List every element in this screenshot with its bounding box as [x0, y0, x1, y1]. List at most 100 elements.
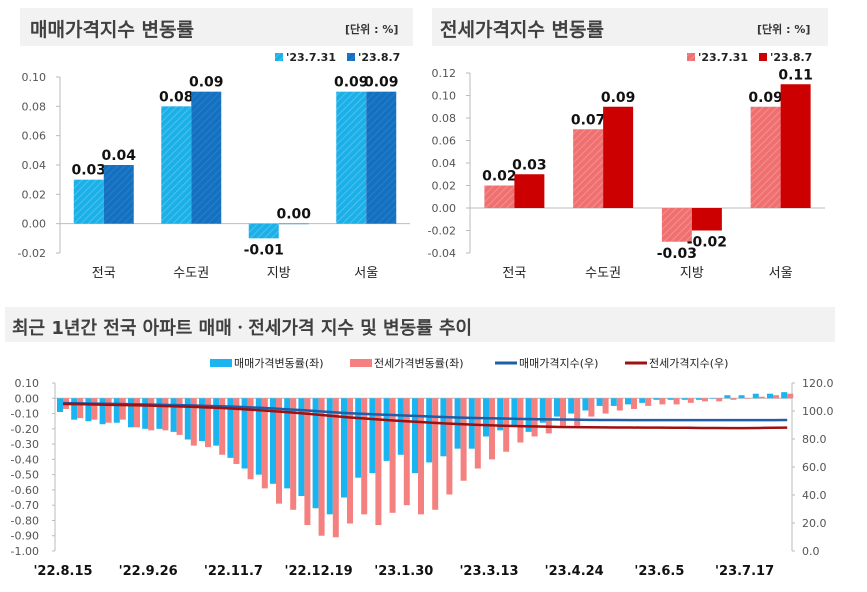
left-tick-label: 0.10 — [15, 377, 40, 390]
jeonse-y-tick-label: 0.06 — [432, 135, 457, 148]
right-tick-label: 80.0 — [802, 433, 827, 446]
jeonse-data-label: 0.11 — [778, 67, 813, 83]
sale-change-bar — [781, 392, 788, 399]
right-tick-label: 40.0 — [802, 489, 827, 502]
sale-change-bar — [596, 398, 603, 406]
sale-change-bar — [653, 398, 660, 400]
sale-change-bar — [610, 398, 617, 406]
jeonse-change-bar — [673, 398, 680, 405]
x-tick-label: '23.3.13 — [459, 564, 518, 579]
x-tick-label: '22.9.26 — [119, 564, 178, 579]
sale-y-tick-label: 0.06 — [22, 130, 47, 143]
jeonse-bar-0731 — [661, 208, 692, 242]
left-tick-label: -0.20 — [11, 423, 39, 436]
jeonse-change-bar — [247, 398, 254, 480]
jeonse-data-label: 0.09 — [748, 90, 783, 106]
sale-change-bar — [767, 393, 773, 399]
jeonse-change-bar — [233, 398, 240, 464]
sale-change-bar — [156, 398, 163, 429]
jeonse-bar-0731 — [750, 106, 781, 208]
left-tick-label: -0.30 — [11, 438, 39, 451]
sale-change-bar — [752, 393, 759, 399]
sale-data-label: 0.08 — [159, 89, 194, 105]
jeonse-data-label: -0.02 — [687, 235, 727, 251]
jeonse-chart-title: 전세가격지수 변동률 — [440, 19, 604, 41]
left-tick-label: -0.80 — [11, 514, 39, 527]
sale-change-bar — [554, 398, 560, 417]
jeonse-change-bar — [105, 398, 112, 423]
sale-category-label: 지방 — [267, 266, 291, 281]
jeonse-y-tick-label: 0.04 — [432, 157, 457, 170]
sale-change-bar — [383, 398, 390, 461]
jeonse-y-tick-label: 0.08 — [432, 112, 457, 125]
right-tick-label: 100.0 — [802, 405, 834, 418]
sale-change-bar — [213, 398, 220, 446]
sale-title-bar — [20, 8, 413, 46]
jeonse-change-bar — [631, 398, 637, 409]
sale-change-bar — [525, 398, 532, 432]
sale-legend-label: '23.8.7 — [358, 51, 400, 64]
jeonse-change-bar — [602, 398, 609, 414]
sale-change-bar — [85, 398, 92, 422]
sale-data-label: -0.01 — [244, 242, 284, 258]
sale-bar-0807 — [103, 165, 134, 224]
jeonse-change-bar — [261, 398, 268, 489]
sale-change-bar — [582, 398, 589, 411]
jeonse-title-bar — [432, 8, 828, 46]
jeonse-change-bar — [304, 398, 311, 526]
right-tick-label: 60.0 — [802, 461, 827, 474]
sale-change-bar — [696, 398, 702, 400]
jeonse-change-bar — [474, 398, 481, 469]
right-tick-label: 120.0 — [802, 377, 834, 390]
left-tick-label: 0.00 — [15, 392, 40, 405]
jeonse-data-label: -0.03 — [657, 246, 697, 262]
jeonse-change-bar — [361, 398, 368, 515]
jeonse-change-bar — [318, 398, 325, 536]
sale-change-bar — [412, 398, 418, 474]
sale-change-bar — [341, 398, 347, 498]
x-tick-label: '23.7.17 — [715, 564, 774, 579]
sale-change-bar — [199, 398, 205, 442]
sale-unit-label: [단위 : %] — [345, 23, 399, 36]
sale-bar-0731 — [336, 91, 367, 224]
legend-swatch — [210, 359, 232, 367]
jeonse-change-bar — [290, 398, 297, 510]
jeonse-change-bar — [545, 398, 552, 434]
sale-change-bar — [113, 398, 120, 423]
sale-change-bar — [710, 398, 717, 399]
sale-change-bar — [255, 398, 262, 475]
jeonse-legend-label: '23.8.7 — [770, 51, 812, 64]
sale-change-bar — [369, 398, 376, 474]
jeonse-bar-0731 — [484, 185, 515, 208]
sale-data-label: 0.09 — [364, 75, 399, 91]
sale-category-label: 서울 — [354, 266, 378, 281]
sale-data-label: 0.09 — [189, 75, 224, 91]
left-tick-label: -0.50 — [11, 469, 39, 482]
sale-change-bar — [142, 398, 149, 429]
sale-bar-0807 — [366, 91, 397, 224]
sale-change-bar — [539, 398, 546, 423]
jeonse-data-label: 0.09 — [601, 90, 636, 106]
legend-label: 매매가격변동률(좌) — [234, 357, 324, 370]
jeonse-change-bar — [375, 398, 382, 526]
jeonse-change-bar — [730, 398, 737, 400]
sale-change-bar — [184, 398, 191, 440]
sale-change-bar — [497, 398, 504, 431]
jeonse-change-bar — [418, 398, 424, 515]
jeonse-change-bar — [517, 398, 524, 443]
jeonse-change-bar — [531, 398, 538, 437]
sale-bar-0807 — [278, 223, 309, 225]
x-tick-label: '22.12.19 — [285, 564, 353, 579]
jeonse-index-line — [62, 402, 788, 430]
sale-change-bar — [57, 398, 63, 413]
jeonse-category-label: 지방 — [680, 266, 704, 281]
jeonse-change-bar — [176, 398, 183, 435]
jeonse-change-bar — [119, 398, 126, 420]
sale-legend-label: '23.7.31 — [286, 51, 336, 64]
sale-change-bar — [397, 398, 404, 455]
jeonse-change-bar — [588, 398, 595, 417]
sale-data-label: 0.04 — [101, 148, 136, 164]
legend-label: 매매가격지수(우) — [519, 357, 598, 370]
sale-bar-0731 — [73, 179, 104, 224]
sale-change-bar — [511, 398, 518, 426]
